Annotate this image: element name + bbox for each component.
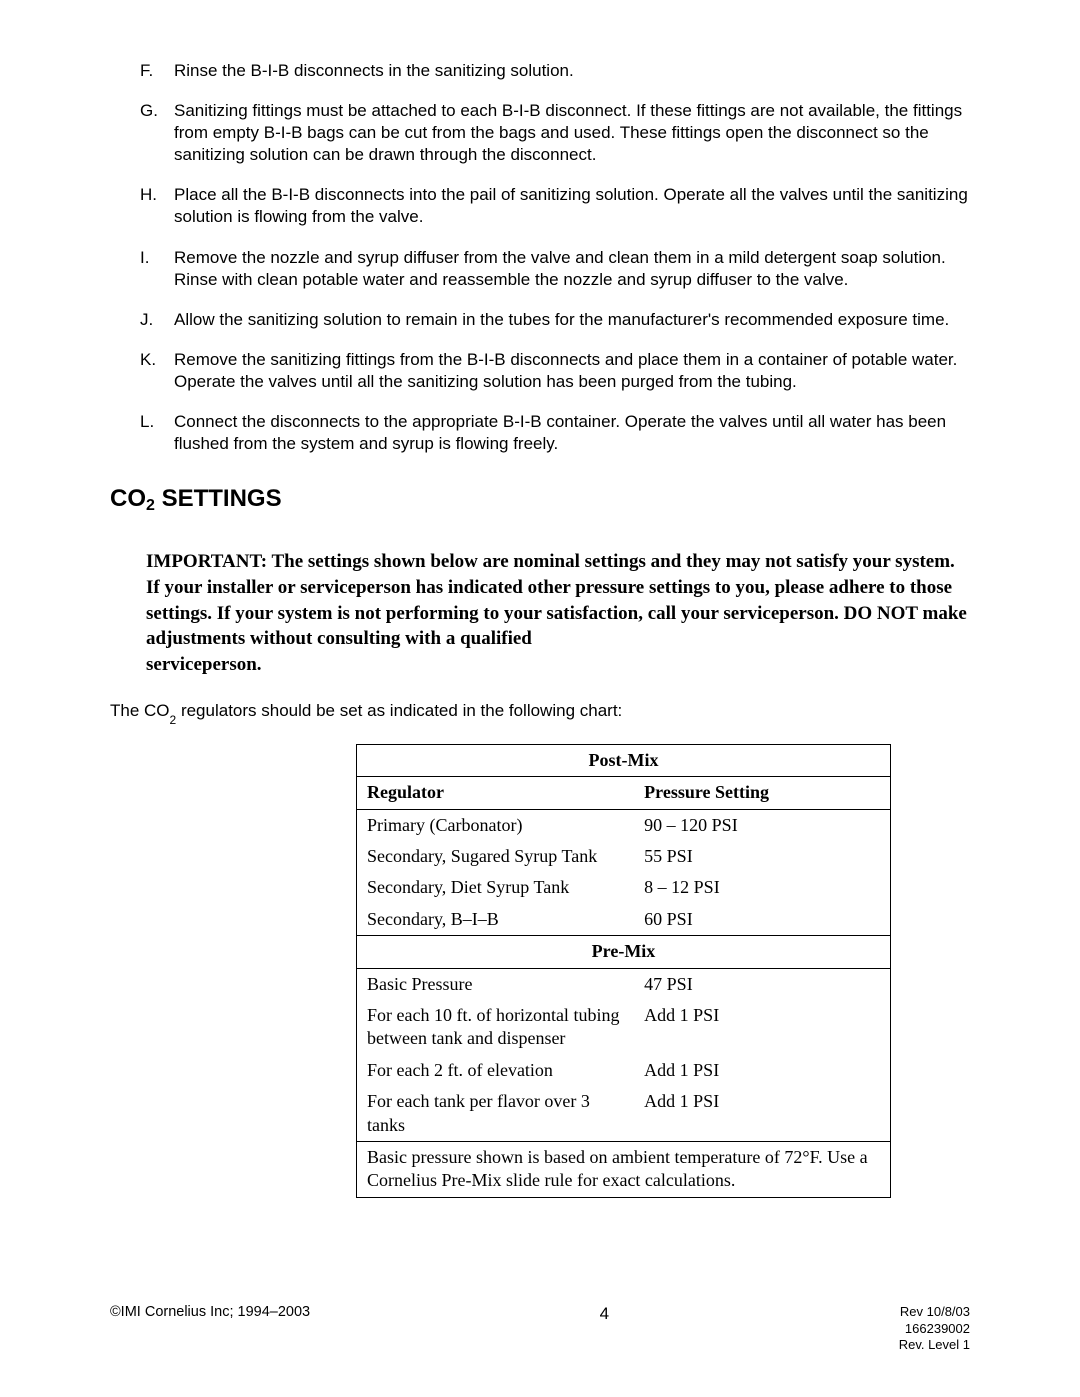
list-marker: L. (140, 411, 174, 455)
list-text: Rinse the B-I-B disconnects in the sanit… (174, 60, 970, 82)
table-cell: For each tank per flavor over 3 tanks (357, 1086, 635, 1141)
list-marker: H. (140, 184, 174, 228)
list-item: J.Allow the sanitizing solution to remai… (140, 309, 970, 331)
footer-right: Rev 10/8/03 166239002 Rev. Level 1 (899, 1304, 970, 1353)
important-body: The settings shown below are nominal set… (146, 551, 967, 649)
list-text: Remove the sanitizing fittings from the … (174, 349, 970, 393)
table-footnote: Basic pressure shown is based on ambient… (357, 1141, 891, 1197)
footer-page-number: 4 (310, 1304, 899, 1324)
table-cell: For each 2 ft. of elevation (357, 1055, 635, 1086)
footer-left: ©IMI Cornelius Inc; 1994–2003 (110, 1304, 310, 1320)
list-marker: F. (140, 60, 174, 82)
table-section-header: Pre-Mix (357, 936, 891, 968)
co2-settings-heading: CO2 SETTINGS (110, 485, 970, 513)
table-cell: Add 1 PSI (634, 1086, 890, 1141)
table-cell: Add 1 PSI (634, 1000, 890, 1055)
list-item: L.Connect the disconnects to the appropr… (140, 411, 970, 455)
intro-post: regulators should be set as indicated in… (176, 701, 622, 720)
table-cell: Secondary, B–I–B (357, 904, 635, 936)
settings-table: Post-Mix Regulator Pressure Setting Prim… (356, 744, 891, 1198)
list-marker: G. (140, 100, 174, 166)
footer-rev-level: Rev. Level 1 (899, 1337, 970, 1353)
list-item: K.Remove the sanitizing fittings from th… (140, 349, 970, 393)
list-marker: K. (140, 349, 174, 393)
list-item: H.Place all the B-I-B disconnects into t… (140, 184, 970, 228)
table-cell: Basic Pressure (357, 968, 635, 1000)
table-col-header: Pressure Setting (634, 777, 890, 809)
heading-pre: CO (110, 485, 146, 512)
heading-post: SETTINGS (155, 485, 282, 512)
list-item: G.Sanitizing fittings must be attached t… (140, 100, 970, 166)
list-text: Allow the sanitizing solution to remain … (174, 309, 970, 331)
table-cell: 60 PSI (634, 904, 890, 936)
list-text: Remove the nozzle and syrup diffuser fro… (174, 247, 970, 291)
table-cell: Add 1 PSI (634, 1055, 890, 1086)
list-marker: I. (140, 247, 174, 291)
table-cell: 8 – 12 PSI (634, 872, 890, 903)
table-cell: For each 10 ft. of horizontal tubing bet… (357, 1000, 635, 1055)
table-section-header: Post-Mix (357, 744, 891, 776)
important-label: IMPORTANT: (146, 551, 267, 572)
page-footer: ©IMI Cornelius Inc; 1994–2003 4 Rev 10/8… (110, 1304, 970, 1353)
table-cell: 90 – 120 PSI (634, 809, 890, 841)
footer-doc-number: 166239002 (899, 1321, 970, 1337)
list-text: Place all the B-I-B disconnects into the… (174, 184, 970, 228)
table-cell: 55 PSI (634, 841, 890, 872)
important-note: IMPORTANT: The settings shown below are … (146, 549, 970, 677)
table-cell: Primary (Carbonator) (357, 809, 635, 841)
chart-intro: The CO2 regulators should be set as indi… (110, 701, 970, 723)
table-cell: Secondary, Diet Syrup Tank (357, 872, 635, 903)
list-text: Connect the disconnects to the appropria… (174, 411, 970, 455)
intro-pre: The CO (110, 701, 170, 720)
procedure-list: F.Rinse the B-I-B disconnects in the san… (140, 60, 970, 455)
important-last: serviceperson. (146, 654, 262, 675)
table-cell: 47 PSI (634, 968, 890, 1000)
table-cell: Secondary, Sugared Syrup Tank (357, 841, 635, 872)
list-item: I.Remove the nozzle and syrup diffuser f… (140, 247, 970, 291)
intro-sub: 2 (170, 713, 177, 727)
table-col-header: Regulator (357, 777, 635, 809)
list-item: F.Rinse the B-I-B disconnects in the san… (140, 60, 970, 82)
heading-sub: 2 (146, 497, 155, 514)
footer-rev-date: Rev 10/8/03 (899, 1304, 970, 1320)
list-marker: J. (140, 309, 174, 331)
list-text: Sanitizing fittings must be attached to … (174, 100, 970, 166)
